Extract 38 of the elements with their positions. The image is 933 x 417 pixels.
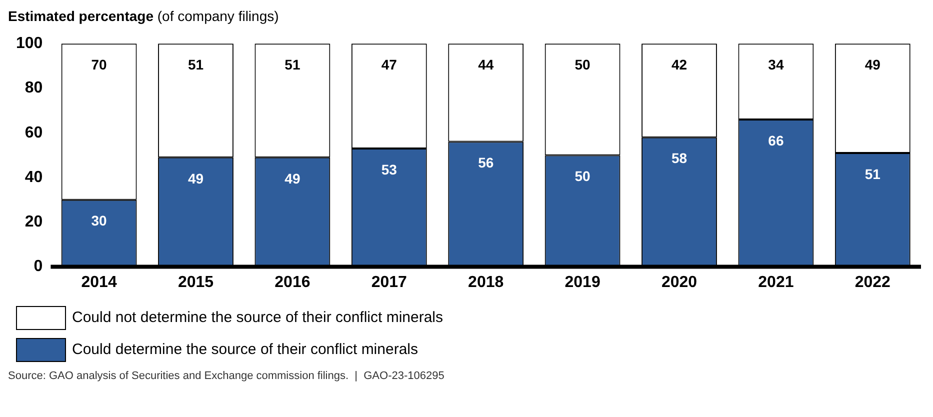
source-note: Source: GAO analysis of Securities and Exchange commission filings. | GAO-23-106295 [8, 370, 446, 382]
data-label: 49 [864, 56, 881, 72]
x-tick-label: 2019 [564, 274, 600, 291]
data-label: 50 [574, 56, 591, 72]
x-tick-label: 2014 [81, 274, 117, 291]
data-label: 51 [188, 56, 204, 72]
data-label: 42 [671, 56, 688, 72]
data-label: 30 [91, 212, 108, 229]
data-label: 53 [381, 161, 398, 178]
x-tick-label: 2017 [371, 274, 408, 291]
x-tick-label: 2018 [468, 274, 504, 291]
y-tick-label: 40 [24, 168, 43, 186]
data-label: 70 [91, 56, 108, 72]
data-label: 56 [478, 154, 494, 171]
data-label: 66 [768, 132, 784, 148]
legend-label: Could determine the source of their conflict minerals [72, 341, 418, 358]
y-tick-label: 100 [16, 35, 43, 52]
legend-label: Could not determine the source of their conflict minerals [72, 309, 444, 326]
x-tick-label: 2021 [758, 274, 794, 291]
y-tick-label: 60 [24, 124, 43, 142]
data-label: 47 [381, 56, 398, 72]
x-tick-label: 2016 [274, 274, 310, 291]
data-label: 49 [188, 170, 204, 186]
chart-title: Estimated percentage [8, 8, 154, 24]
data-label: 49 [284, 170, 300, 186]
data-label: 58 [671, 150, 688, 166]
x-tick-label: 2020 [661, 274, 698, 291]
data-label: 50 [574, 168, 591, 184]
x-tick-label: 2022 [854, 274, 891, 291]
data-label: 51 [284, 56, 300, 72]
data-label: 51 [864, 166, 881, 182]
x-tick-label: 2015 [178, 274, 214, 291]
data-label: 44 [478, 56, 494, 72]
y-tick-label: 80 [24, 80, 43, 97]
chart-subtitle: (of company filings) [157, 8, 279, 24]
data-label: 34 [768, 56, 784, 72]
y-tick-label: 20 [24, 214, 43, 231]
y-tick-label: 0 [34, 258, 43, 276]
